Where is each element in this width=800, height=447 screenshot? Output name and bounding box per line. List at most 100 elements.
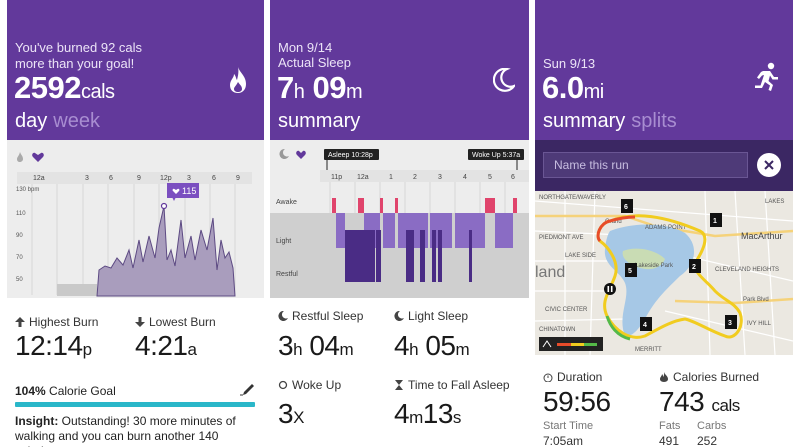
calories-subtitle-line2: more than your goal! bbox=[15, 56, 135, 71]
moon-toggle-icon[interactable] bbox=[279, 148, 289, 159]
fall-asleep-label: Time to Fall Asleep bbox=[394, 378, 510, 392]
run-date: Sun 9/13 bbox=[543, 56, 596, 71]
x-tick-9p: 9 bbox=[236, 175, 240, 182]
stopwatch-icon bbox=[543, 373, 553, 382]
y-tick-70: 70 bbox=[16, 255, 23, 261]
sleep-x-tick-3: 3 bbox=[438, 174, 442, 181]
fall-asleep-value: 4m13s bbox=[394, 398, 461, 429]
map-label-grand: Grand bbox=[605, 219, 622, 225]
heart-rate-chart: 12a 3 6 9 12p 3 6 9 130 bpm 110 9 bbox=[7, 140, 264, 298]
moon-icon bbox=[492, 67, 517, 97]
sleep-chart: Asleep 10:28p Woke Up 5:37a 11p 12a 1 2 … bbox=[270, 140, 529, 298]
calories-burned-value: 743 cals bbox=[659, 386, 740, 417]
tab-summary[interactable]: summary bbox=[278, 110, 361, 132]
run-screen: Sun 9/13 6.0mi summary splits bbox=[535, 0, 793, 447]
calories-screen: You've burned 92 cals more than your goa… bbox=[7, 0, 264, 447]
start-time-label: Start Time bbox=[543, 420, 594, 432]
sleep-header: Mon 9/14 Actual Sleep 7h 09m summary bbox=[270, 0, 529, 140]
duration-label: Duration bbox=[543, 370, 602, 384]
map-legend bbox=[539, 337, 603, 351]
tab-summary[interactable]: summary bbox=[543, 110, 626, 132]
sleep-tabs: summary bbox=[278, 110, 360, 133]
sleep-x-tick-6: 6 bbox=[511, 174, 515, 181]
split-marker-2[interactable]: 2 bbox=[689, 259, 701, 273]
arrow-down-icon bbox=[135, 317, 145, 327]
map-label-northgate: NORTHGATE/WAVERLY bbox=[539, 195, 606, 201]
woke-up-value: 3X bbox=[278, 398, 304, 429]
flame-small-icon bbox=[660, 372, 668, 382]
tab-day[interactable]: day bbox=[15, 110, 48, 132]
map-label-civic: CIVIC CENTER bbox=[545, 307, 588, 313]
map-label-lakeside-park: Lakeside Park bbox=[635, 263, 674, 269]
map-label-merritt: MERRITT bbox=[635, 347, 662, 353]
map-label-adams: ADAMS POINT bbox=[645, 225, 687, 231]
carbs-value: 252 bbox=[697, 434, 718, 447]
x-tick-9: 9 bbox=[137, 175, 141, 182]
row-restful: Restful bbox=[276, 271, 298, 278]
edit-goal-icon[interactable] bbox=[240, 382, 256, 401]
start-time-value: 7:05am bbox=[543, 434, 584, 447]
woke-badge: Woke Up 5:37a bbox=[468, 149, 524, 160]
run-route-path bbox=[596, 214, 743, 339]
run-route-map[interactable]: NORTHGATE/WAVERLY ADAMS POINT MacArthur … bbox=[535, 191, 793, 355]
runner-icon bbox=[753, 62, 779, 97]
map-label-macarthur: MacArthur bbox=[741, 231, 783, 241]
clear-button[interactable] bbox=[757, 153, 781, 177]
moon-small-icon bbox=[394, 311, 404, 321]
highest-burn-label: Highest Burn bbox=[15, 315, 98, 329]
sleep-subtitle: Actual Sleep bbox=[278, 55, 351, 70]
row-light: Light bbox=[276, 238, 291, 245]
x-tick-6p: 6 bbox=[212, 175, 216, 182]
sleep-x-tick-1: 1 bbox=[389, 174, 393, 181]
split-marker-3[interactable]: 3 bbox=[725, 315, 737, 329]
insight-text: Insight: Outstanding! 30 more minutes of… bbox=[15, 414, 236, 447]
calories-subtitle-line1: You've burned 92 cals bbox=[15, 40, 143, 55]
asleep-badge: Asleep 10:28p bbox=[324, 149, 379, 160]
svg-text:6: 6 bbox=[624, 204, 628, 211]
sleep-chart-svg: Asleep 10:28p Woke Up 5:37a 11p 12a 1 2 … bbox=[270, 148, 529, 298]
restful-sleep-value: 3h 04m bbox=[278, 330, 354, 361]
calories-total: 2592cals bbox=[14, 70, 115, 105]
svg-text:Asleep 10:28p: Asleep 10:28p bbox=[328, 152, 373, 159]
light-sleep-value: 4h 05m bbox=[394, 330, 470, 361]
pause-icon bbox=[604, 283, 616, 295]
flame-toggle-icon[interactable] bbox=[17, 152, 23, 162]
heart-rate-chart-svg: 12a 3 6 9 12p 3 6 9 130 bpm 110 9 bbox=[16, 152, 252, 297]
restful-sleep-label: Restful Sleep bbox=[278, 309, 363, 323]
split-marker-4[interactable]: 4 bbox=[640, 317, 652, 331]
svg-text:2: 2 bbox=[692, 264, 696, 271]
close-icon bbox=[764, 160, 774, 170]
lowest-burn-value: 4:21a bbox=[135, 330, 197, 361]
refresh-icon bbox=[278, 380, 288, 390]
flame-icon bbox=[226, 66, 250, 99]
split-marker-1[interactable]: 1 bbox=[710, 213, 722, 227]
sleep-x-tick-5: 5 bbox=[488, 174, 492, 181]
map-label-lakes: LAKES bbox=[765, 199, 784, 205]
svg-text:1: 1 bbox=[713, 218, 717, 225]
peak-value: 115 bbox=[182, 186, 196, 196]
highest-burn-value: 12:14p bbox=[15, 330, 92, 361]
x-tick-3p: 3 bbox=[187, 175, 191, 182]
map-label-cleveland: CLEVELAND HEIGHTS bbox=[715, 267, 779, 273]
sleep-screen: Mon 9/14 Actual Sleep 7h 09m summary Asl… bbox=[270, 0, 529, 447]
map-label-lakeside: LAKE SIDE bbox=[565, 253, 596, 259]
heart-toggle-icon[interactable] bbox=[32, 152, 44, 162]
split-marker-6[interactable]: 6 bbox=[621, 199, 633, 213]
calories-header: You've burned 92 cals more than your goa… bbox=[7, 0, 264, 140]
tab-splits[interactable]: splits bbox=[631, 110, 677, 132]
run-distance: 6.0mi bbox=[542, 70, 604, 105]
fats-label: Fats bbox=[659, 420, 681, 432]
heart-toggle-icon[interactable] bbox=[296, 150, 306, 159]
calorie-goal-label: 104% Calorie Goal bbox=[15, 384, 116, 398]
y-tick-130: 130 bpm bbox=[16, 187, 39, 193]
map-svg: NORTHGATE/WAVERLY ADAMS POINT MacArthur … bbox=[535, 191, 793, 355]
svg-text:Woke Up 5:37a: Woke Up 5:37a bbox=[472, 152, 520, 159]
tab-week[interactable]: week bbox=[53, 110, 100, 132]
calories-burned-label: Calories Burned bbox=[659, 370, 759, 384]
calorie-goal-progress bbox=[15, 402, 255, 407]
y-tick-110: 110 bbox=[16, 211, 26, 217]
map-label-park: Park Blvd bbox=[743, 297, 769, 303]
light-sleep-label: Light Sleep bbox=[394, 309, 468, 323]
run-name-input[interactable] bbox=[543, 152, 748, 178]
split-marker-5[interactable]: 5 bbox=[625, 263, 637, 277]
